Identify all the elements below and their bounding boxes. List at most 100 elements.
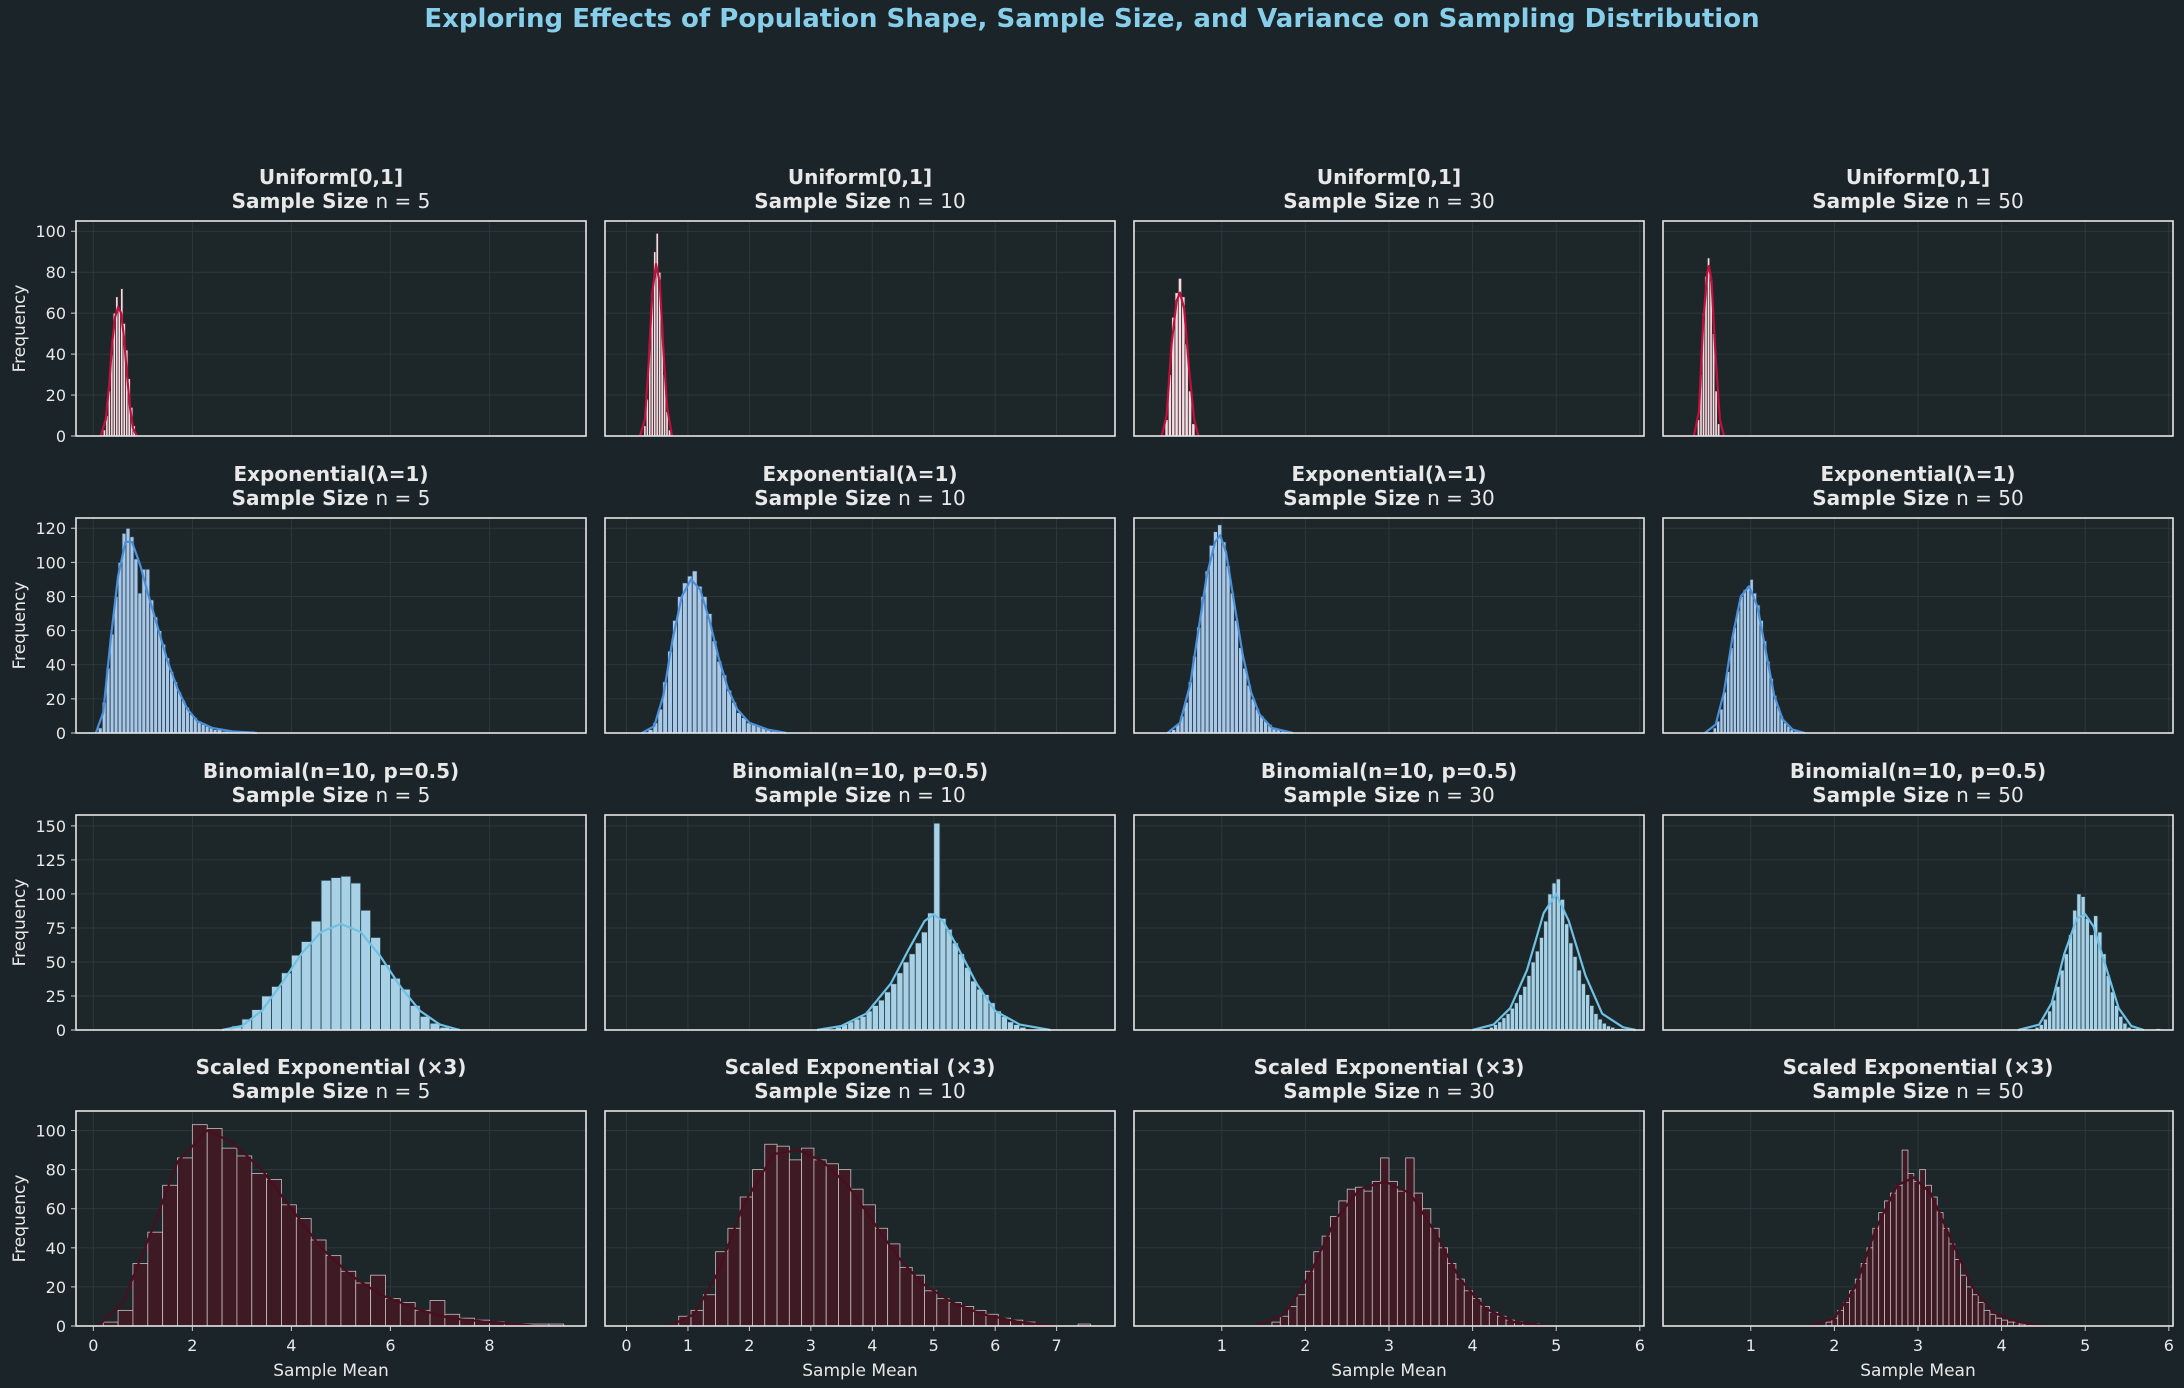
kde-curve bbox=[1704, 585, 1806, 735]
histogram-bar bbox=[1413, 1192, 1423, 1327]
subplot-title-sample-size: Sample Size n = 5 bbox=[232, 189, 431, 213]
histogram-bar bbox=[2068, 934, 2074, 1031]
histogram-bar bbox=[2122, 1022, 2128, 1031]
sample-size-value: n = 50 bbox=[1956, 783, 2024, 807]
subplot-1-1: Exponential(λ=1)Sample Size n = 10 bbox=[604, 462, 1116, 735]
histogram-bar bbox=[1221, 541, 1227, 734]
axes-frame bbox=[1662, 220, 2174, 437]
histogram-bar bbox=[1719, 708, 1724, 734]
histogram-bar bbox=[1279, 1315, 1290, 1327]
sample-size-label: Sample Size bbox=[754, 486, 898, 510]
histogram-bar bbox=[682, 582, 688, 734]
histogram-bar bbox=[1242, 667, 1248, 734]
histogram-bar bbox=[1919, 1169, 1926, 1327]
sample-size-value: n = 50 bbox=[1956, 189, 2024, 213]
histogram-bar bbox=[1983, 1309, 1991, 1327]
histogram-bar bbox=[113, 596, 119, 734]
y-tick-label: 20 bbox=[46, 690, 66, 709]
y-axis-label: Frequency bbox=[10, 879, 30, 967]
histogram-bar bbox=[1501, 1017, 1507, 1031]
histogram-bar bbox=[117, 1309, 134, 1327]
histogram-bar bbox=[271, 986, 282, 1031]
histogram-bar bbox=[1589, 1005, 1595, 1031]
x-tick-label: 7 bbox=[1052, 1336, 1062, 1355]
histogram-bar bbox=[149, 599, 155, 734]
histogram-bar bbox=[702, 1294, 717, 1327]
kde-curve bbox=[97, 1129, 540, 1328]
kde-curve bbox=[1692, 264, 1726, 437]
axes-frame bbox=[604, 220, 1116, 437]
histogram-bar bbox=[2047, 1010, 2053, 1031]
subplot-title-population: Uniform[0,1] bbox=[259, 165, 403, 189]
histogram-bar bbox=[884, 991, 892, 1031]
axes-frame bbox=[75, 517, 587, 734]
subplot-3-3: Scaled Exponential (×3)Sample Size n = 5… bbox=[1662, 1055, 2174, 1381]
sample-size-value: n = 5 bbox=[376, 189, 431, 213]
histogram-bar bbox=[2088, 934, 2094, 1031]
y-tick-label: 80 bbox=[46, 263, 66, 282]
subplot-title-sample-size: Sample Size n = 5 bbox=[232, 1079, 431, 1103]
subplot-title-sample-size: Sample Size n = 30 bbox=[1283, 189, 1494, 213]
subplot-title-population: Scaled Exponential (×3) bbox=[725, 1055, 996, 1079]
histogram-bar bbox=[686, 575, 693, 734]
histogram-bar bbox=[711, 640, 718, 734]
sample-size-value: n = 30 bbox=[1427, 189, 1495, 213]
histogram-bar bbox=[1925, 1184, 1932, 1327]
histogram-bar bbox=[1233, 619, 1239, 734]
axes-frame bbox=[1133, 220, 1645, 437]
histogram-bar bbox=[736, 712, 742, 734]
histogram-bar bbox=[1878, 1212, 1885, 1327]
histogram-bar bbox=[1843, 1302, 1850, 1327]
histogram-bar bbox=[1593, 1013, 1599, 1031]
subplot-3-1: Scaled Exponential (×3)Sample Size n = 1… bbox=[604, 1055, 1116, 1381]
sample-size-label: Sample Size bbox=[754, 189, 898, 213]
y-tick-label: 0 bbox=[56, 1021, 66, 1040]
histogram-bar bbox=[295, 1218, 312, 1327]
axes-frame bbox=[1662, 517, 2174, 734]
histogram-bar bbox=[970, 980, 978, 1031]
kde-curve bbox=[1160, 291, 1200, 437]
sample-size-value: n = 10 bbox=[898, 189, 966, 213]
histogram-bar bbox=[1363, 1190, 1373, 1327]
histogram-bar bbox=[1388, 1180, 1398, 1327]
histogram-bar bbox=[1884, 1200, 1891, 1327]
subplot-0-1: Uniform[0,1]Sample Size n = 10 bbox=[604, 165, 1116, 437]
histogram-bar bbox=[221, 1147, 238, 1327]
kde-curve bbox=[2018, 913, 2145, 1032]
histogram-bar bbox=[153, 616, 159, 734]
histogram-bar bbox=[936, 1298, 950, 1327]
histogram-bar bbox=[330, 877, 342, 1031]
histogram-bar bbox=[206, 1128, 223, 1327]
histogram-bar bbox=[1722, 691, 1727, 734]
histogram-bar bbox=[1191, 423, 1196, 437]
histogram-bar bbox=[1572, 956, 1578, 1031]
histogram-bar bbox=[1405, 1157, 1415, 1327]
histogram-bar bbox=[125, 527, 131, 734]
histogram-bar bbox=[340, 875, 352, 1031]
histogram-bar bbox=[1756, 604, 1761, 734]
histogram-bar bbox=[444, 1313, 461, 1327]
subplot-title-population: Uniform[0,1] bbox=[788, 165, 932, 189]
subplot-title-sample-size: Sample Size n = 5 bbox=[232, 486, 431, 510]
x-tick-label: 6 bbox=[385, 1336, 395, 1355]
kde-curve bbox=[99, 305, 138, 437]
subplot-title-sample-size: Sample Size n = 10 bbox=[754, 783, 965, 807]
histogram-bar bbox=[1213, 531, 1219, 734]
subplot-title-population: Scaled Exponential (×3) bbox=[1783, 1055, 2054, 1079]
histogram-bar bbox=[121, 532, 127, 734]
histogram-bar bbox=[1913, 1180, 1921, 1327]
sample-size-label: Sample Size bbox=[1283, 1079, 1427, 1103]
histogram-bar bbox=[788, 1159, 803, 1327]
kde-curve bbox=[816, 913, 1051, 1032]
histogram-bar bbox=[939, 918, 947, 1031]
histogram-bar bbox=[1971, 1294, 1979, 1327]
subplot-title-population: Exponential(λ=1) bbox=[762, 462, 957, 486]
histogram-bar bbox=[1355, 1186, 1365, 1327]
figure-title: Exploring Effects of Population Shape, S… bbox=[424, 4, 1760, 34]
axes-frame bbox=[604, 814, 1116, 1031]
histogram-bar bbox=[2105, 975, 2111, 1031]
histogram-bar bbox=[2114, 1005, 2120, 1031]
axes-frame bbox=[75, 220, 587, 437]
x-tick-label: 5 bbox=[1551, 1336, 1561, 1355]
histogram-bar bbox=[1288, 1306, 1298, 1327]
